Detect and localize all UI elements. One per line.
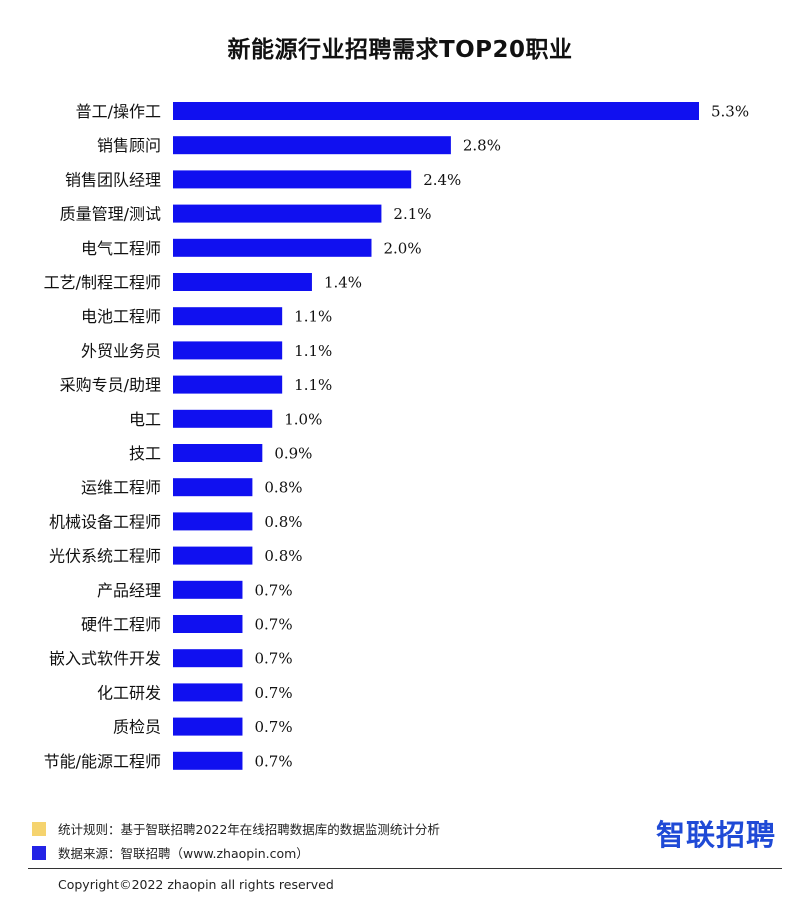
bar bbox=[173, 649, 243, 668]
value-label: 0.8% bbox=[264, 513, 302, 531]
footer-divider bbox=[28, 868, 782, 869]
bar-chart: 普工/操作工 5.3% 销售顾问 2.8% 销售团队经理 2.4% 质量管理/测试 2.1% 电… bbox=[44, 102, 749, 771]
value-label: 1.1% bbox=[294, 376, 332, 394]
chart-title: 新能源行业招聘需求TOP20职业 bbox=[227, 37, 573, 63]
category-label: 电工 bbox=[129, 410, 161, 429]
legend-source-swatch bbox=[32, 845, 46, 860]
value-label: 2.8% bbox=[463, 137, 501, 155]
bar bbox=[173, 512, 253, 531]
bar bbox=[173, 307, 283, 326]
bar bbox=[173, 238, 372, 257]
category-label: 销售顾问 bbox=[97, 136, 161, 155]
bar bbox=[173, 170, 412, 189]
value-label: 1.1% bbox=[294, 308, 332, 326]
legend-rule-text: 统计规则：基于智联招聘2022年在线招聘数据库的数据监测统计分析 bbox=[58, 822, 440, 837]
brand-logo: 智联招聘 bbox=[655, 818, 776, 852]
value-label: 2.1% bbox=[393, 205, 431, 223]
bar bbox=[173, 409, 273, 428]
category-label: 光伏系统工程师 bbox=[49, 547, 161, 566]
category-label: 工艺/制程工程师 bbox=[44, 273, 161, 292]
bar bbox=[173, 751, 243, 770]
legend-source-text: 数据来源：智联招聘（www.zhaopin.com） bbox=[58, 846, 309, 861]
bar bbox=[173, 341, 283, 360]
bar bbox=[173, 102, 699, 120]
category-label: 嵌入式软件开发 bbox=[49, 649, 161, 668]
bar bbox=[173, 204, 382, 223]
category-label: 外贸业务员 bbox=[81, 341, 161, 360]
value-label: 0.7% bbox=[254, 650, 292, 668]
legend-rule: 统计规则：基于智联招聘2022年在线招聘数据库的数据监测统计分析 bbox=[32, 819, 440, 838]
bar bbox=[173, 717, 243, 736]
value-label: 2.4% bbox=[423, 171, 461, 189]
bar bbox=[173, 580, 243, 599]
value-label: 0.8% bbox=[264, 479, 302, 497]
category-label: 硬件工程师 bbox=[81, 615, 161, 634]
category-label: 采购专员/助理 bbox=[60, 376, 161, 395]
legend-source: 数据来源：智联招聘（www.zhaopin.com） bbox=[32, 843, 309, 862]
value-label: 0.7% bbox=[254, 684, 292, 702]
copyright-text: Copyright©2022 zhaopin all rights reserv… bbox=[58, 877, 334, 892]
value-label: 1.1% bbox=[294, 342, 332, 360]
category-label: 电气工程师 bbox=[81, 239, 161, 258]
value-label: 5.3% bbox=[711, 103, 749, 121]
category-label: 产品经理 bbox=[97, 581, 161, 600]
value-label: 0.7% bbox=[254, 616, 292, 634]
value-label: 1.0% bbox=[284, 410, 322, 428]
category-label: 电池工程师 bbox=[81, 307, 161, 326]
legend-rule-swatch bbox=[32, 821, 46, 836]
value-label: 0.9% bbox=[274, 445, 312, 463]
bar bbox=[173, 136, 451, 155]
bar bbox=[173, 375, 283, 394]
category-label: 运维工程师 bbox=[81, 478, 161, 497]
category-label: 机械设备工程师 bbox=[49, 512, 161, 531]
bar bbox=[173, 683, 243, 702]
bar bbox=[173, 615, 243, 633]
category-label: 节能/能源工程师 bbox=[44, 752, 161, 771]
bar bbox=[173, 444, 263, 462]
value-label: 0.7% bbox=[254, 752, 292, 770]
category-label: 质检员 bbox=[113, 718, 161, 737]
category-label: 销售团队经理 bbox=[65, 170, 161, 189]
value-label: 2.0% bbox=[383, 239, 421, 257]
category-label: 技工 bbox=[129, 444, 161, 463]
value-label: 1.4% bbox=[324, 274, 362, 292]
category-label: 质量管理/测试 bbox=[60, 205, 161, 224]
category-label: 普工/操作工 bbox=[76, 102, 161, 121]
value-label: 0.7% bbox=[254, 718, 292, 736]
bar bbox=[173, 478, 253, 497]
value-label: 0.8% bbox=[264, 547, 302, 565]
bar bbox=[173, 273, 312, 291]
value-label: 0.7% bbox=[254, 581, 292, 599]
bar bbox=[173, 546, 253, 565]
category-label: 化工研发 bbox=[97, 683, 161, 702]
